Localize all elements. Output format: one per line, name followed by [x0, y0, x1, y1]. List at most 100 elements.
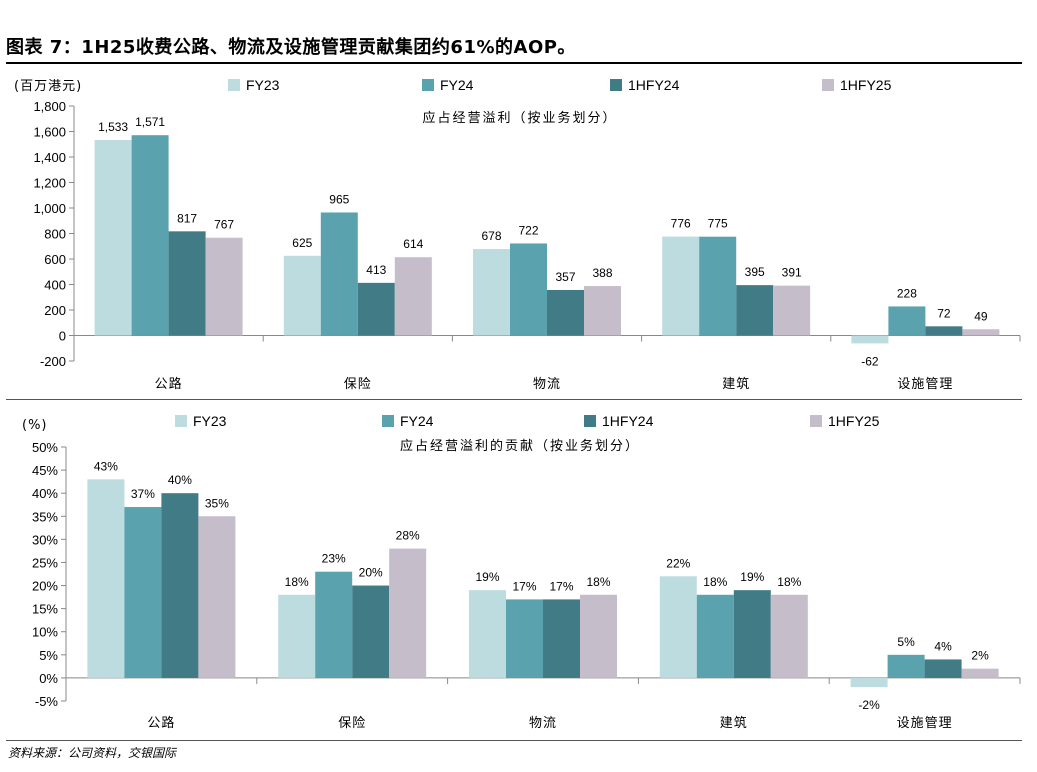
data-label: 19%	[740, 570, 764, 584]
bar-1hfy25-2	[389, 548, 427, 678]
bar-fy23-3	[473, 249, 510, 336]
bar-1hfy25-1	[205, 237, 243, 336]
data-label: 20%	[359, 566, 383, 580]
data-label: 388	[592, 266, 612, 280]
unit-label: (百万港元)	[14, 79, 82, 94]
bar-1hfy24-3	[543, 599, 580, 678]
data-label: 228	[897, 286, 917, 300]
data-label: 28%	[396, 529, 420, 543]
operating-profit-chart: (百万港元) 应占经营溢利（按业务划分） FY23 FY24 1HFY24 1HFY25 -…	[14, 77, 1021, 392]
y-tick-label: 15%	[32, 602, 58, 617]
legend-swatch-1hfy24	[584, 415, 596, 427]
x-tick-label: 设施管理	[897, 377, 953, 392]
data-label: 43%	[94, 459, 118, 473]
data-label: 357	[555, 270, 575, 284]
x-tick-label: 保险	[338, 716, 366, 731]
data-label: 767	[214, 218, 234, 232]
bar-fy23-4	[659, 576, 697, 678]
y-tick-label: 25%	[32, 555, 58, 570]
data-label: 18%	[285, 575, 309, 589]
y-tick-label: 1,200	[33, 176, 66, 191]
unit-label: (%)	[22, 418, 48, 433]
figure-title: 图表 7：1H25收费公路、物流及设施管理贡献集团约61%的AOP。	[6, 37, 576, 58]
y-tick-label: 200	[44, 303, 66, 318]
bar-fy24-4	[699, 236, 737, 336]
data-label: 391	[782, 266, 802, 280]
bar-1hfy25-2	[394, 257, 432, 336]
x-tick-label: 物流	[533, 377, 561, 392]
data-label: 776	[671, 217, 691, 231]
legend-label-1hfy25: 1HFY25	[840, 77, 892, 93]
data-label: 17%	[549, 579, 573, 593]
title-rule	[6, 62, 1022, 64]
y-tick-label: 10%	[32, 625, 58, 640]
y-tick-label: 40%	[32, 486, 58, 501]
y-tick-label: 50%	[32, 440, 58, 455]
bar-1hfy25-4	[770, 594, 808, 678]
bar-fy23-2	[278, 594, 316, 678]
chart-subtitle: 应占经营溢利（按业务划分）	[422, 110, 617, 126]
y-tick-label: 35%	[32, 509, 58, 524]
x-tick-label: 保险	[344, 377, 372, 392]
bar-1hfy24-2	[357, 282, 395, 336]
y-tick-label: 400	[44, 278, 66, 293]
y-tick-label: 600	[44, 252, 66, 267]
bar-fy23-5	[850, 677, 888, 688]
y-tick-label: 1,600	[33, 125, 66, 140]
bar-1hfy24-5	[925, 326, 963, 336]
x-tick-label: 建筑	[720, 715, 748, 731]
data-label: 23%	[322, 552, 346, 566]
bar-1hfy25-3	[580, 594, 617, 678]
data-label: 49	[974, 309, 988, 323]
y-tick-label: 5%	[39, 648, 58, 663]
bar-1hfy24-2	[352, 585, 390, 678]
legend-label-fy23: FY23	[246, 77, 280, 93]
y-tick-label: 45%	[32, 463, 58, 478]
legend-label-fy24: FY24	[440, 77, 474, 93]
legend-swatch-fy24	[422, 79, 434, 91]
y-tick-label: -5%	[35, 694, 59, 709]
data-label: 19%	[475, 570, 499, 584]
data-label: -2%	[858, 698, 880, 712]
y-tick-label: 1,000	[33, 201, 66, 216]
data-label: 17%	[512, 579, 536, 593]
bar-fy24-4	[696, 594, 734, 678]
data-label: 413	[366, 263, 386, 277]
data-label: -62	[861, 354, 879, 368]
chart-subtitle: 应占经营溢利的贡献（按业务划分）	[400, 438, 640, 454]
bar-1hfy25-4	[773, 285, 811, 336]
data-label: 72	[937, 306, 951, 320]
x-tick-label: 建筑	[722, 376, 750, 392]
bar-1hfy25-3	[584, 286, 621, 336]
bar-1hfy24-1	[161, 493, 199, 678]
x-tick-label: 设施管理	[897, 716, 953, 731]
bar-fy23-1	[94, 140, 132, 336]
legend-label-1hfy24: 1HFY24	[628, 77, 680, 93]
data-label: 614	[403, 237, 423, 251]
x-tick-label: 物流	[529, 716, 557, 731]
x-tick-label: 公路	[147, 715, 175, 731]
bar-fy24-1	[124, 507, 162, 678]
legend-swatch-fy23	[175, 415, 187, 427]
data-label: 37%	[131, 487, 155, 501]
legend-swatch-fy24	[382, 415, 394, 427]
bar-1hfy24-4	[736, 285, 774, 336]
data-label: 965	[329, 192, 349, 206]
data-label: 817	[177, 211, 197, 225]
bar-fy24-2	[315, 571, 353, 678]
legend-swatch-1hfy25	[822, 79, 834, 91]
source-note: 资料来源：公司资料，交银国际	[8, 746, 177, 760]
legend-label-1hfy24: 1HFY24	[602, 413, 654, 429]
data-label: 5%	[897, 635, 915, 649]
legend-label-fy23: FY23	[193, 413, 227, 429]
data-label: 1,571	[135, 115, 165, 129]
data-label: 722	[518, 223, 538, 237]
legend-label-1hfy25: 1HFY25	[828, 413, 880, 429]
y-tick-label: -200	[40, 354, 66, 369]
profit-contribution-chart: (%) 应占经营溢利的贡献（按业务划分） FY23 FY24 1HFY24 1HFY25 -…	[22, 413, 1021, 731]
bar-fy23-5	[851, 335, 889, 344]
data-label: 22%	[666, 556, 690, 570]
bar-fy24-3	[510, 243, 547, 336]
bar-1hfy25-5	[961, 668, 999, 678]
y-tick-label: 20%	[32, 579, 58, 594]
